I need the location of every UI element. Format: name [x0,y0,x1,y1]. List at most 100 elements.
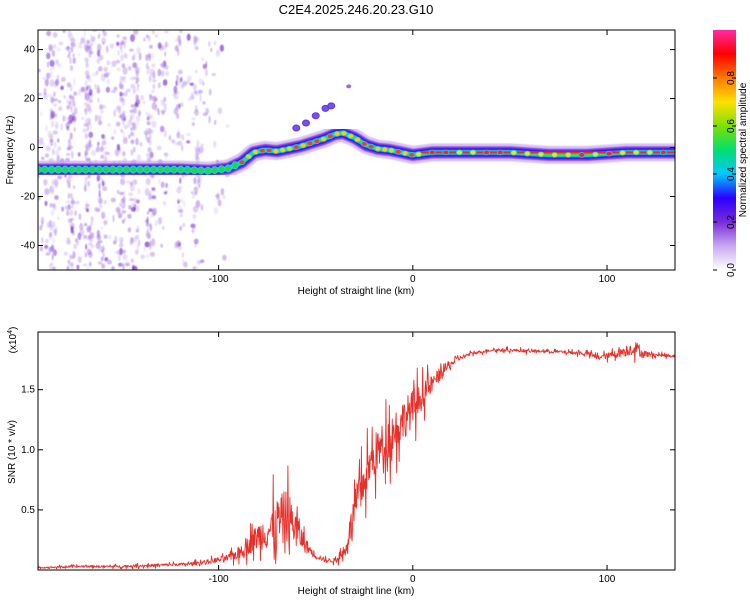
snr-frame [37,331,676,571]
spectrogram-speckle-dot [147,114,152,120]
spectrogram-speckle-dot [129,181,133,187]
spectrogram-ridge-blob [537,151,545,158]
spectrogram-ridge-blob [455,149,463,156]
spectrogram-speckle-dot [179,213,183,218]
spectrogram-speckle-dot [90,219,93,227]
spectrogram-speckle-dot [200,259,205,264]
spectrogram-speckle-dot [116,105,122,110]
spectrogram-speckle-dot [54,195,59,200]
spectrogram-speckle-dot [121,113,125,119]
spectrogram-speckle-dot [105,86,110,93]
spectrogram-speckle-dot [178,246,182,250]
spectrogram-speckle-dot [121,210,127,214]
spectrogram-speckle-dot [122,254,128,260]
spectrogram-speckle-dot [84,109,88,116]
spectrogram-speckle-dot [65,46,71,50]
spectrogram-speckle-dot [120,49,124,54]
spectrogram-speckle-dot [94,114,98,122]
spectrogram-speckle-dot [106,71,111,75]
spectrogram-speckle-dot [68,32,74,41]
spectrogram-speckle-dot [50,120,55,128]
spectrogram-speckle-dot [202,112,208,117]
spectrogram-branch-blob [302,119,311,127]
spectrogram-speckle-dot [72,185,76,189]
spectrogram-speckle-dot [140,94,145,101]
spectrogram-ridge-blob [122,165,131,174]
spectrogram-speckle-dot [123,42,126,49]
spectrogram-speckle-dot [179,177,182,184]
spectrogram-speckle-dot [127,66,132,71]
spectrogram-x-tick-label: -100 [209,274,229,285]
spectrogram-speckle-dot [122,130,125,138]
spectrogram-speckle-dot [77,53,81,57]
spectrogram-speckle-dot [72,57,76,64]
spectrogram-speckle-dot [111,136,115,141]
spectrogram-speckle-dot [73,243,78,249]
spectrogram-speckle-dot [133,146,136,153]
spectrogram-speckle-dot [38,69,41,73]
spectrogram-speckle-dot [52,203,56,209]
spectrogram-speckle-dot [179,76,183,82]
spectrogram-speckle-dot [121,79,126,84]
spectrogram-speckle-dot [44,200,48,207]
spectrogram-speckle-dot [129,198,135,202]
spectrogram-speckle-dot [119,91,123,97]
spectrogram-speckle-dot [194,265,198,270]
spectrogram-speckle-dot [66,82,71,88]
spectrogram-speckle-dot [116,34,120,38]
spectrogram-speckle-dot [118,253,121,262]
spectrogram-speckle-dot [195,104,198,113]
spectrogram-speckle-dot [118,243,124,248]
spectrogram-speckle-dot [132,265,138,270]
spectrogram-panel: -100 0 100 40 20 0 -20 -40 Height of straight l… [5,29,676,297]
spectrogram-speckle-dot [130,76,135,81]
spectrogram-speckle-dot [78,41,83,49]
spectrogram-speckle-dot [115,149,120,157]
spectrogram-speckle-dot [70,65,73,72]
spectrogram-speckle-dot [145,34,149,39]
spectrogram-speckle-dot [78,213,82,221]
spectrogram-speckle-dot [177,35,181,43]
spectrogram-speckle-dot [195,90,201,96]
spectrogram-speckle-dot [47,61,49,68]
spectrogram-ridge-blob [374,146,382,152]
spectrogram-speckle-dot [117,208,121,216]
spectrogram-speckle-dot [130,139,135,145]
spectrogram-speckle-dot [85,200,89,208]
spectrogram-speckle-dot [106,78,111,85]
spectrogram-speckle-dot [194,46,199,51]
spectrogram-speckle-dot [77,232,82,241]
spectrogram-speckle-dot [136,199,140,204]
spectrogram-speckle-dot [43,179,48,186]
spectrogram-speckle-dot [146,211,150,215]
spectrogram-speckle-dot [132,133,135,137]
spectrogram-speckle-dot [43,92,48,100]
spectrogram-speckle-dot [154,220,158,227]
spectrogram-speckle-dot [103,181,107,187]
spectrogram-speckle-dot [53,91,56,97]
spectrogram-speckle-dot [188,96,191,102]
spectrogram-speckle-dot [144,187,150,196]
spectrogram-speckle-dot [178,242,181,247]
colorbar-gradient [713,30,736,270]
spectrogram-speckle-dot [56,63,62,67]
spectrogram-speckle-dot [98,32,101,37]
spectrogram-speckle-dot [106,122,112,127]
spectrogram-speckle-dot [103,146,107,150]
spectrogram-speckle-dot [65,212,70,216]
spectrogram-speckle-dot [49,59,55,67]
spectrogram-speckle-dot [130,202,135,210]
spectrogram-speckle-dot [52,31,58,39]
spectrogram-speckle-dot [164,42,170,48]
spectrogram-speckle-dot [174,46,178,51]
spectrogram-ridge-blob [47,165,56,174]
spectrogram-speckle-dot [145,178,151,185]
spectrogram-speckle-dot [194,109,199,116]
spectrogram-speckle-dot [161,111,165,116]
spectrogram-speckle-dot [149,151,154,159]
spectrogram-speckle-dot [82,128,87,134]
snr-y-tick-label: 1.0 [21,445,35,456]
spectrogram-speckle-dot [200,204,204,211]
spectrogram-speckle-dot [97,261,103,265]
